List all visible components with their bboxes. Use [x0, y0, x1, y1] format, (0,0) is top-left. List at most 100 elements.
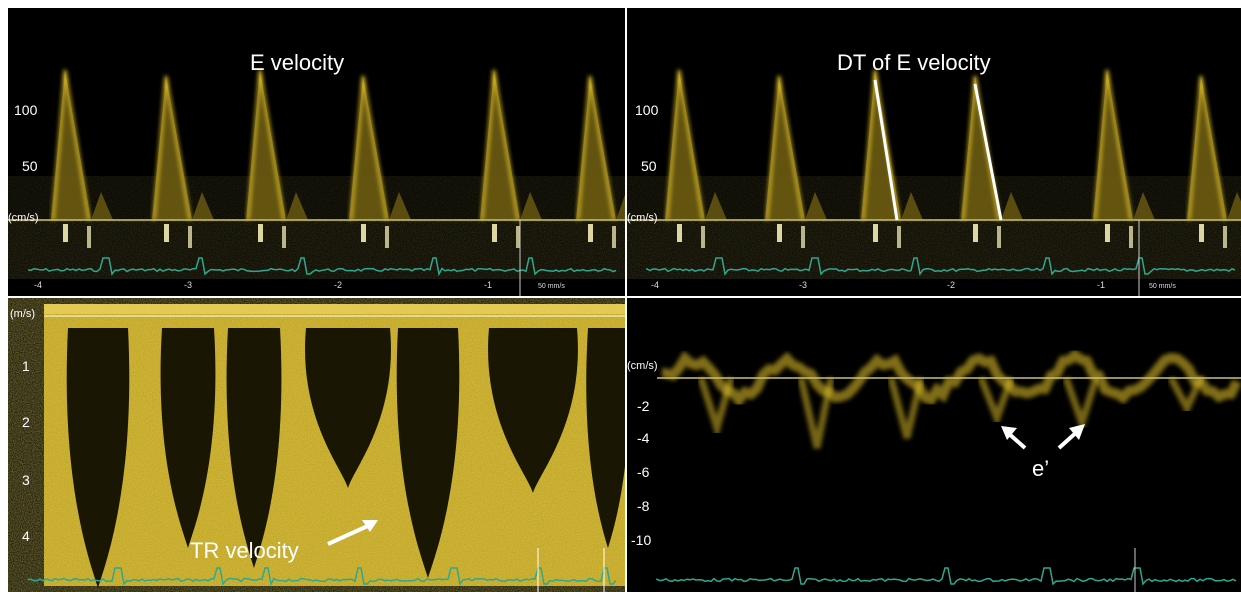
- e-wave: [1187, 76, 1227, 220]
- spectral-noise: [667, 180, 1241, 218]
- e-wave: [765, 76, 805, 220]
- valve-click: [1105, 224, 1110, 242]
- sweep-speed: 50 mm/s: [538, 283, 565, 290]
- arrow-head: [362, 520, 378, 532]
- panel-tr-velocity: (m/s) 1 2 3 4 TR velocity: [8, 298, 625, 592]
- valve-click: [677, 224, 682, 242]
- valve-click: [282, 226, 286, 248]
- valve-click: [612, 226, 616, 248]
- y-tick-100: 100: [635, 102, 659, 118]
- e-wave-envelope: [152, 75, 192, 221]
- y-tick-100: 100: [14, 102, 38, 118]
- y-tick--2: -2: [637, 398, 650, 414]
- a-wave: [520, 192, 542, 220]
- diastolic-gap: [586, 328, 625, 548]
- unit-label: (m/s): [10, 308, 36, 320]
- e-wave: [665, 70, 705, 220]
- x-tick--3: -3: [184, 280, 193, 290]
- ecg-trace: [27, 567, 617, 587]
- e-wave-envelope: [480, 69, 520, 221]
- s-wave-band: [662, 349, 1241, 408]
- valve-click: [1199, 224, 1204, 242]
- panel-deceleration-time: DT of E velocity 100 50 (cm/s) -4 -3 -2 …: [627, 8, 1241, 296]
- y-tick--6: -6: [637, 464, 650, 480]
- panel-mitral-inflow: E velocity 100 50 (cm/s) -4 -3 -2 -1 50 …: [8, 8, 625, 296]
- valve-click: [588, 224, 593, 242]
- unit-label: (cm/s): [8, 212, 39, 224]
- valve-click: [997, 226, 1001, 248]
- a-wave: [616, 194, 625, 220]
- x-tick--2: -2: [947, 280, 956, 290]
- ecg-trace: [646, 257, 1236, 276]
- diastolic-gap: [160, 328, 216, 548]
- valve-click: [973, 224, 978, 242]
- tr-velocity-arrow: [327, 522, 373, 546]
- valve-click: [1223, 226, 1227, 248]
- e-wave-envelope: [861, 69, 901, 221]
- a-wave: [705, 192, 727, 220]
- unit-label: (cm/s): [627, 360, 658, 372]
- e-wave-envelope: [51, 69, 91, 221]
- dt-e-velocity-label: DT of E velocity: [837, 50, 991, 75]
- e-prime-wave: [977, 376, 1015, 428]
- e-wave-envelope: [576, 75, 616, 221]
- x-tick--4: -4: [34, 280, 43, 290]
- arrow-head: [1069, 424, 1085, 440]
- e-wave-envelope: [1187, 75, 1227, 221]
- e-prime-wave: [1062, 376, 1100, 435]
- x-tick--1: -1: [1097, 280, 1106, 290]
- a-wave: [1227, 192, 1241, 220]
- valve-click: [87, 226, 91, 248]
- a-wave: [192, 192, 214, 220]
- valve-click: [516, 226, 520, 248]
- valve-click: [164, 224, 169, 242]
- dt-line: [973, 83, 1003, 221]
- a-wave: [1001, 192, 1023, 220]
- tr-velocity-label: TR velocity: [190, 538, 299, 563]
- valve-click: [701, 226, 705, 248]
- e-velocity-label: E velocity: [250, 50, 345, 75]
- spectral-noise: [667, 224, 1241, 274]
- e-wave-envelope: [246, 69, 286, 221]
- valve-click: [63, 224, 68, 242]
- spectral-noise: [48, 224, 625, 274]
- y-tick--8: -8: [637, 498, 650, 514]
- diastolic-gap: [305, 328, 391, 488]
- valve-click: [385, 226, 389, 248]
- e-wave: [349, 76, 389, 220]
- diastolic-gap: [226, 328, 282, 568]
- valve-click: [492, 224, 497, 242]
- valve-click: [258, 224, 263, 242]
- x-tick--1: -1: [484, 280, 493, 290]
- e-wave-envelope: [349, 75, 389, 221]
- valve-click: [897, 226, 901, 248]
- valve-click: [1129, 226, 1133, 248]
- y-tick-50: 50: [641, 158, 657, 174]
- e-wave: [480, 70, 520, 220]
- valve-click: [873, 224, 878, 242]
- e-wave-envelope: [765, 75, 805, 221]
- unit-label: (cm/s): [627, 212, 658, 224]
- y-tick--4: -4: [637, 430, 650, 446]
- tr-cw-doppler-trace: [27, 304, 625, 592]
- arrow-head: [1001, 426, 1017, 440]
- a-wave: [286, 192, 308, 220]
- e-wave: [246, 70, 286, 220]
- valve-click: [361, 224, 366, 242]
- y-tick-50: 50: [22, 158, 38, 174]
- a-wave: [901, 192, 923, 220]
- y-tick-3: 3: [22, 472, 30, 488]
- a-wave: [1133, 192, 1155, 220]
- diastolic-gap: [396, 328, 460, 578]
- x-tick--2: -2: [334, 280, 343, 290]
- baseline-band: [44, 304, 625, 314]
- e-prime-wave: [1167, 376, 1205, 416]
- panel-tissue-doppler: (cm/s) -2 -4 -6 -8 -10 e’: [627, 298, 1241, 592]
- e-wave: [961, 76, 1001, 220]
- e-prime-wave: [887, 377, 925, 439]
- e-wave: [51, 70, 91, 220]
- valve-click: [777, 224, 782, 242]
- a-wave: [389, 192, 411, 220]
- tissue-doppler-trace: [656, 349, 1241, 592]
